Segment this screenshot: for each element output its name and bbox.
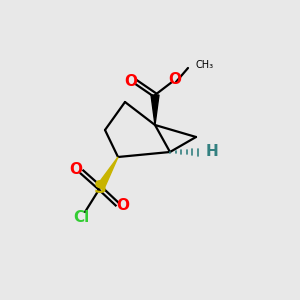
Text: Cl: Cl: [73, 209, 89, 224]
Text: O: O: [70, 163, 83, 178]
Text: H: H: [206, 143, 219, 158]
Text: S: S: [94, 179, 106, 197]
Text: O: O: [169, 73, 182, 88]
Text: O: O: [116, 199, 130, 214]
Text: CH₃: CH₃: [196, 60, 214, 70]
Text: O: O: [124, 74, 137, 88]
Polygon shape: [97, 157, 118, 190]
Polygon shape: [151, 95, 159, 125]
